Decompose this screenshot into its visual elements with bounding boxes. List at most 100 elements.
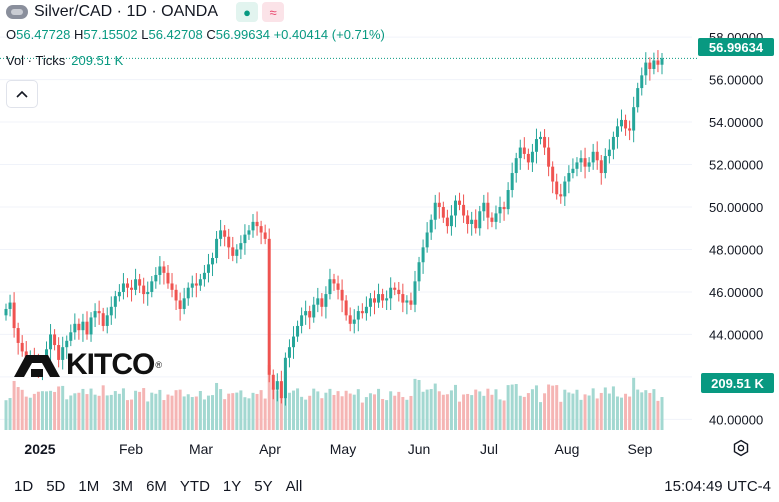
volume-bar: [348, 393, 352, 430]
candle-body: [340, 289, 344, 301]
volume-bar: [259, 390, 263, 430]
range-button-1d[interactable]: 1D: [14, 478, 34, 495]
volume-bar: [211, 395, 215, 430]
volume-bar: [502, 400, 506, 430]
volume-bar: [57, 386, 61, 430]
volume-bar: [498, 399, 502, 430]
collapse-legend-button[interactable]: [6, 80, 38, 108]
candle-body: [352, 319, 356, 324]
candle-body: [470, 219, 474, 224]
candle-body: [514, 158, 518, 174]
candle-body: [486, 202, 490, 218]
volume-bar: [656, 400, 660, 430]
x-tick-label: 2025: [24, 441, 55, 457]
candle-body: [194, 283, 198, 286]
candle-body: [368, 298, 372, 307]
range-button-all[interactable]: All: [285, 478, 303, 495]
candle-body: [328, 279, 332, 295]
range-button-1m[interactable]: 1M: [78, 478, 100, 495]
volume-bar: [453, 384, 457, 430]
volume-bar: [534, 385, 538, 430]
x-axis-ticks: 2025 Feb Mar Apr May Jun Jul Aug Sep: [24, 441, 652, 457]
volume-bar: [154, 393, 158, 430]
candle-body: [65, 340, 69, 348]
candle-body: [425, 232, 429, 248]
volume-bar: [409, 395, 413, 430]
candle-body: [77, 323, 81, 331]
candle-body: [462, 204, 466, 216]
indicator-toggle-button[interactable]: ●: [236, 2, 259, 22]
candle-body: [449, 215, 453, 227]
volume-bar: [648, 392, 652, 430]
volume-bar: [296, 388, 300, 430]
volume-bar: [624, 393, 628, 430]
volume-bar: [121, 388, 125, 430]
volume-bar: [462, 394, 466, 430]
candle-body: [231, 247, 235, 256]
volume-bar: [85, 394, 89, 430]
range-button-5d[interactable]: 5D: [46, 478, 66, 495]
volume-bar: [632, 377, 636, 430]
volume-bar: [178, 389, 182, 430]
candle-body: [453, 200, 457, 216]
volume-bar: [413, 378, 417, 430]
volume-bar: [316, 391, 320, 430]
candle-body: [591, 151, 595, 163]
volume-bar: [328, 388, 332, 430]
candle-body: [482, 202, 486, 212]
candle-body: [308, 311, 312, 318]
volume-bar: [595, 398, 599, 430]
candle-body: [158, 266, 162, 275]
close-value: 56.99634: [215, 27, 270, 42]
volume-bar: [105, 395, 109, 430]
candle-body: [89, 317, 93, 335]
candle-body: [154, 274, 158, 282]
range-button-6m[interactable]: 6M: [146, 478, 167, 495]
range-button-ytd[interactable]: YTD: [179, 478, 210, 495]
candle-body: [421, 247, 425, 263]
range-button-1y[interactable]: 1Y: [222, 478, 242, 495]
volume-bar: [65, 399, 69, 430]
candle-body: [170, 283, 174, 290]
volume-bar: [482, 395, 486, 430]
settings-button[interactable]: [731, 438, 751, 458]
compare-button[interactable]: ≈: [262, 2, 285, 22]
volume-bar: [587, 395, 591, 430]
volume-bar: [69, 395, 73, 430]
volume-bar: [138, 391, 142, 430]
candle-body: [85, 321, 89, 335]
low-value: 56.42708: [148, 27, 203, 42]
change-value: +0.40414 (+0.71%): [273, 27, 385, 42]
volume-bar: [109, 394, 113, 430]
high-value: 57.15502: [83, 27, 138, 42]
candle-body: [539, 136, 543, 140]
candle-body: [360, 311, 364, 314]
chart-title[interactable]: Silver/CAD · 1D · OANDA: [34, 3, 219, 20]
volume-bar: [292, 390, 296, 430]
volume-bar: [640, 392, 644, 430]
volume-bar: [324, 392, 328, 430]
candle-body: [61, 347, 65, 360]
candle-body: [437, 202, 441, 208]
volume-bar: [490, 394, 494, 430]
volume-bar: [20, 389, 24, 430]
last-price-tag: 56.99634: [698, 38, 774, 56]
candle-body: [300, 315, 304, 326]
volume-bar: [44, 391, 48, 430]
candle-body: [113, 296, 117, 307]
candle-body: [526, 153, 530, 163]
clock: 15:04:49 UTC-4: [664, 478, 771, 495]
candle-body: [73, 323, 77, 333]
volume-bar: [28, 397, 32, 430]
candle-body: [377, 294, 381, 303]
volume-bar: [591, 388, 595, 430]
candle-body: [53, 334, 57, 346]
candle-body: [530, 151, 534, 163]
candle-body: [117, 291, 121, 297]
candle-body: [146, 291, 150, 295]
range-button-5y[interactable]: 5Y: [254, 478, 273, 495]
range-button-3m[interactable]: 3M: [112, 478, 134, 495]
candle-body: [142, 285, 146, 295]
range-selector: 1D 5D 1M 3M 6M YTD 1Y 5Y All: [0, 478, 302, 495]
